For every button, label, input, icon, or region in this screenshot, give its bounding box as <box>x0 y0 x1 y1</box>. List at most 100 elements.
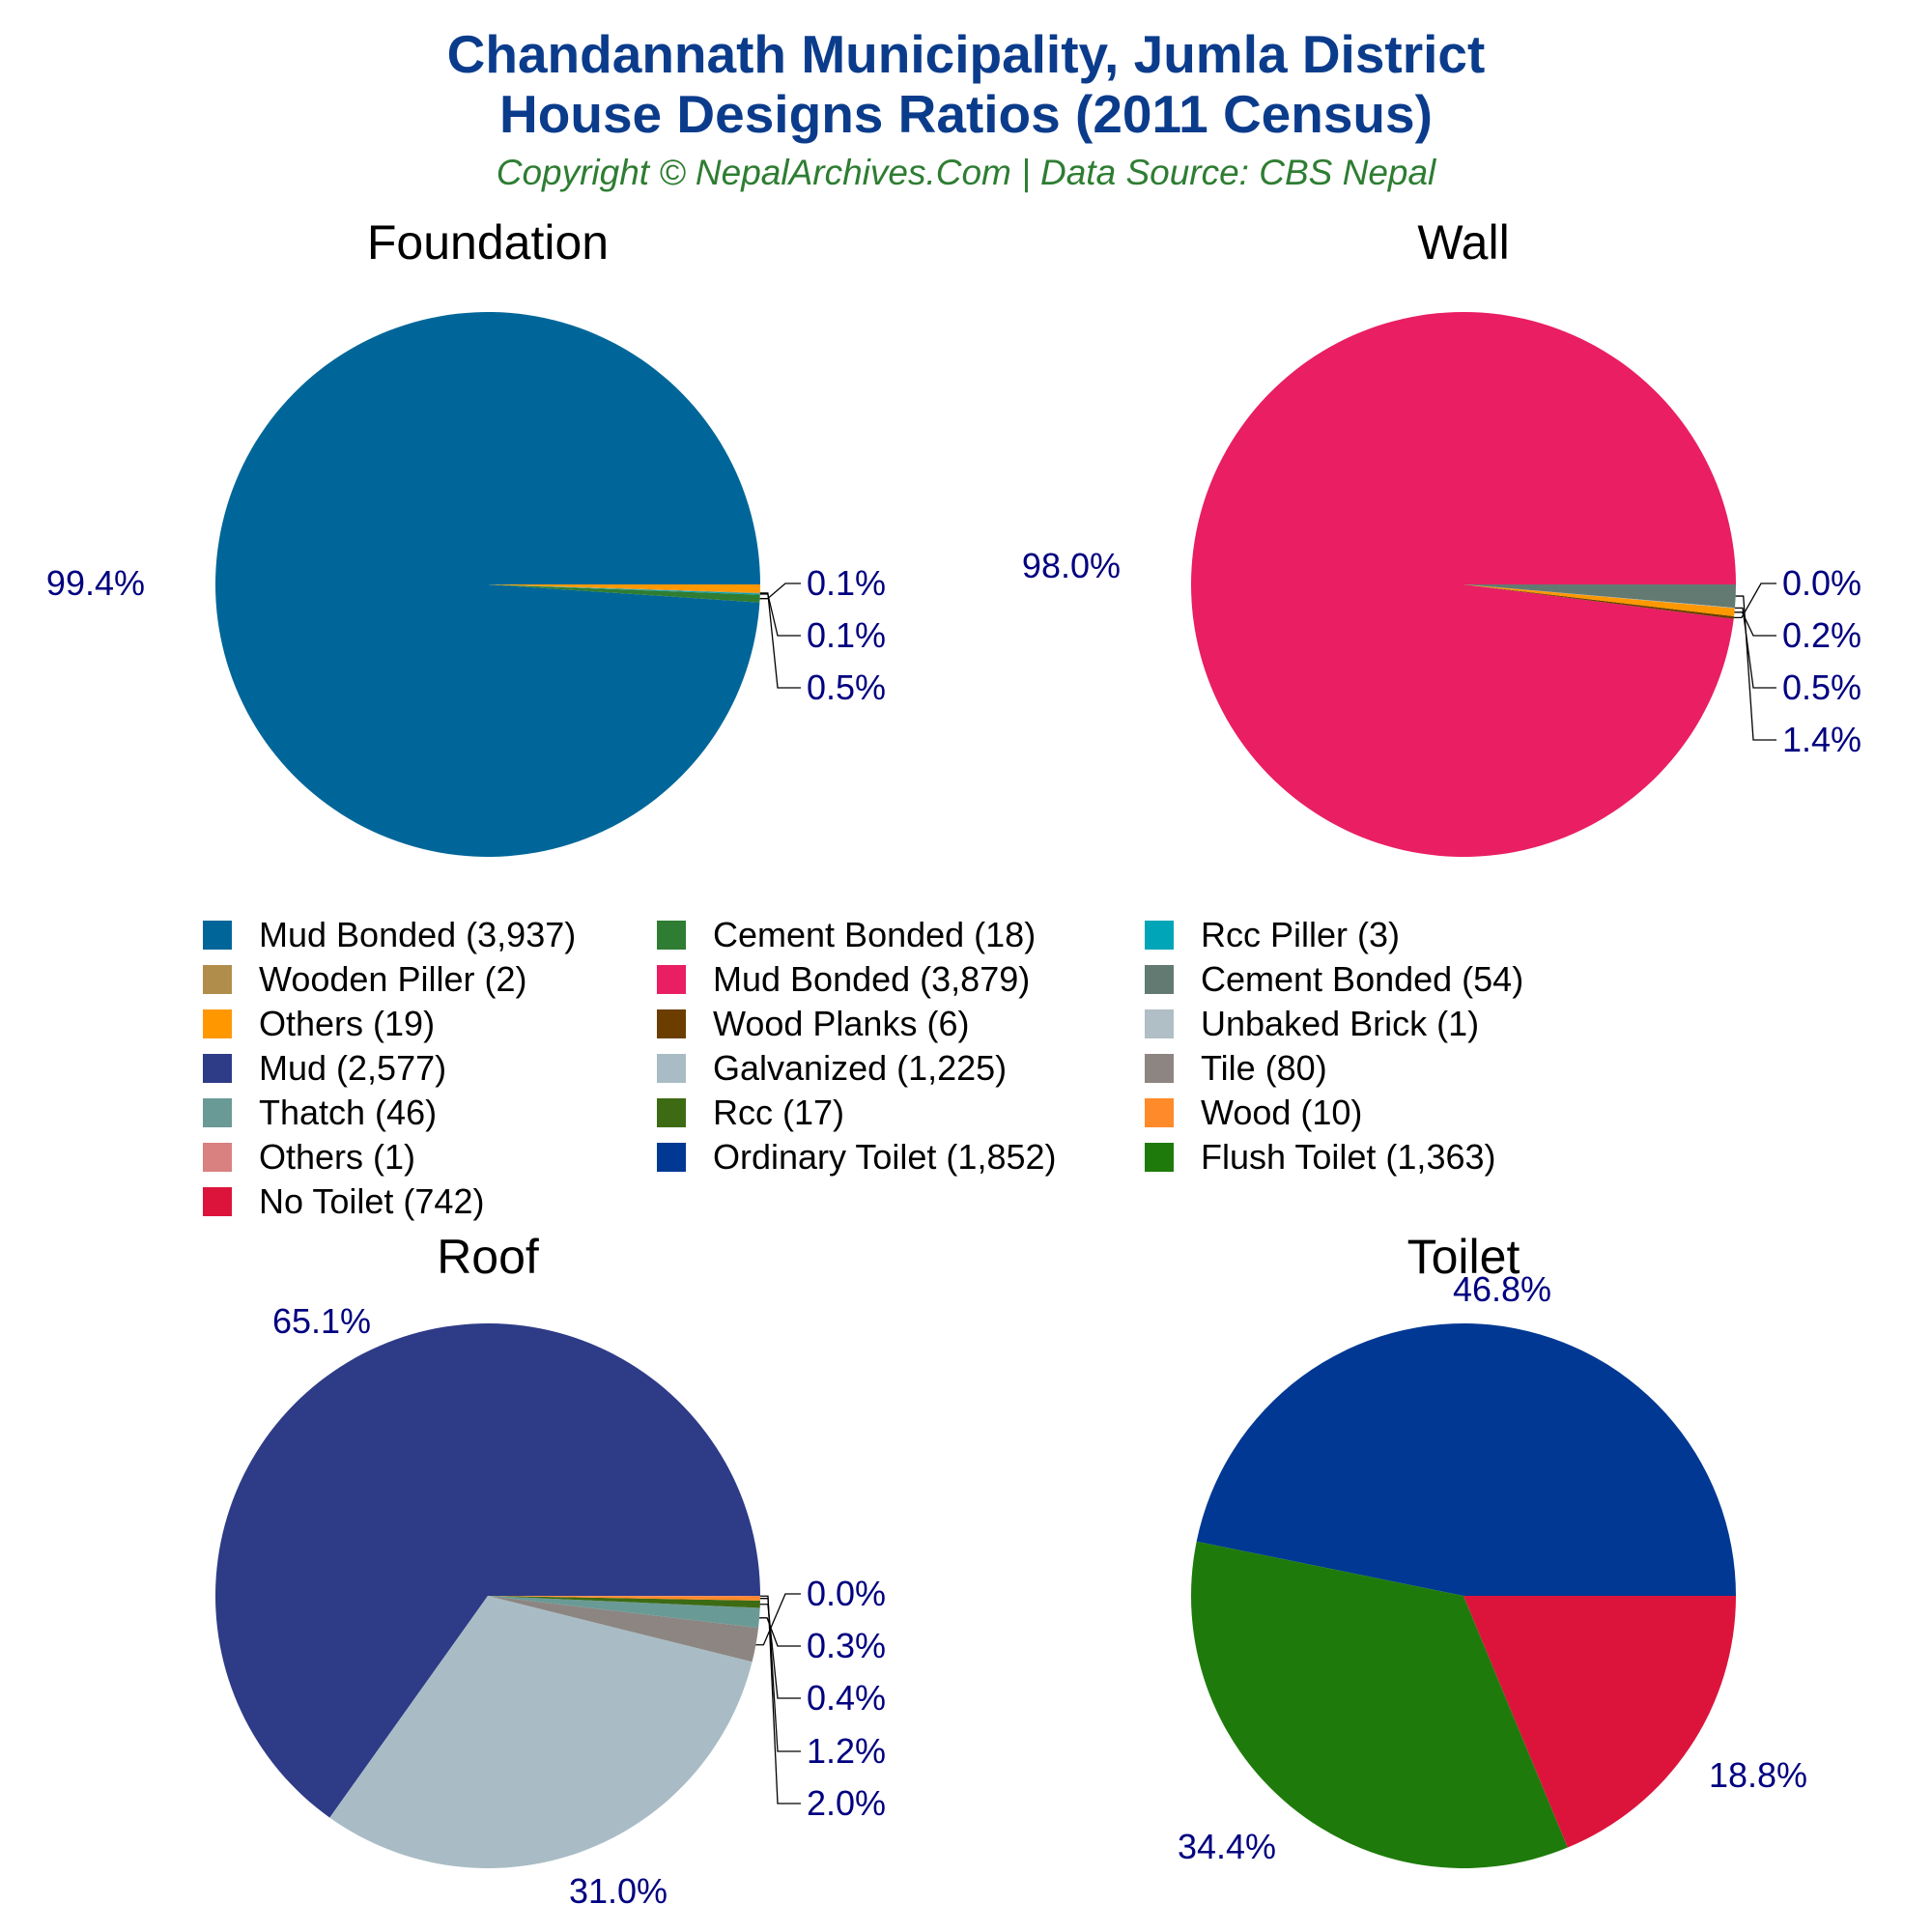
legend-label: Thatch (46) <box>259 1093 438 1132</box>
legend-swatch <box>203 965 232 994</box>
foundation-slice-cement-bonded <box>488 584 760 603</box>
foundation-slice-wooden-piller <box>488 584 760 594</box>
toilet-percent-label: 18.8% <box>1709 1755 1807 1795</box>
legend-swatch <box>657 921 686 950</box>
legend-item: Wood (10) <box>1145 1093 1362 1132</box>
legend-label: No Toilet (742) <box>259 1181 485 1221</box>
roof-percent-label: 0.0% <box>807 1574 886 1613</box>
foundation-percent-label: 0.1% <box>807 615 886 655</box>
legend-item: Mud Bonded (3,937) <box>203 915 577 954</box>
toilet-slice-flush-toilet <box>1191 1541 1568 1868</box>
roof-percent-label: 0.4% <box>807 1678 886 1718</box>
foundation-title: Foundation <box>367 215 609 270</box>
legend-swatch <box>657 965 686 994</box>
legend-swatch <box>1145 1143 1174 1172</box>
roof-slice-mud <box>215 1322 761 1818</box>
legend-item: Wood Planks (6) <box>657 1004 970 1043</box>
legend-swatch <box>203 1098 232 1127</box>
legend-item: Others (1) <box>203 1137 416 1177</box>
wall-slice-cement-bonded <box>1463 584 1736 609</box>
legend-swatch <box>203 921 232 950</box>
legend-label: Rcc Piller (3) <box>1201 915 1401 954</box>
legend-item: Galvanized (1,225) <box>657 1048 1008 1088</box>
legend-swatch <box>657 1098 686 1127</box>
legend-item: Flush Toilet (1,363) <box>1145 1137 1496 1177</box>
legend-item: Rcc (17) <box>657 1093 844 1132</box>
legend-swatch <box>1145 1009 1174 1038</box>
legend-label: Wood Planks (6) <box>713 1004 970 1043</box>
legend-label: Tile (80) <box>1201 1048 1327 1088</box>
wall-percent-label: 98.0% <box>1022 546 1121 585</box>
legend-swatch <box>657 1054 686 1083</box>
legend-label: Cement Bonded (54) <box>1201 959 1524 999</box>
roof-percent-label: 1.2% <box>807 1731 886 1771</box>
legend-item: Cement Bonded (54) <box>1145 959 1524 999</box>
roof-percent-label: 31.0% <box>569 1871 668 1911</box>
legend-swatch <box>1145 965 1174 994</box>
roof-title: Roof <box>437 1230 539 1284</box>
wall-percent-label: 1.4% <box>1782 720 1861 759</box>
toilet-slice-no-toilet <box>1463 1596 1736 1848</box>
legend-item: Rcc Piller (3) <box>1145 915 1401 954</box>
roof-leader-line <box>759 1595 801 1804</box>
foundation-percent-label: 99.4% <box>46 563 145 603</box>
wall-slice-others <box>1463 584 1735 617</box>
roof-slice-rcc <box>488 1596 760 1608</box>
chart-title-line-1: Chandannath Municipality, Jumla District <box>446 24 1486 84</box>
wall-leader-line <box>1735 595 1776 741</box>
roof-slice-thatch <box>488 1596 760 1629</box>
legend-label: Others (19) <box>259 1004 436 1043</box>
foundation-pie: Foundation 99.4% 0.1% 0.1% 0.5% <box>46 215 886 857</box>
wall-title: Wall <box>1417 215 1509 270</box>
wall-percent-label: 0.0% <box>1782 563 1861 603</box>
legend-item: Cement Bonded (18) <box>657 915 1036 954</box>
copyright-subtitle: Copyright © NepalArchives.Com | Data Sou… <box>496 153 1436 192</box>
wall-slice-wood-planks <box>1463 584 1735 619</box>
wall-leader-line <box>1733 582 1776 619</box>
legend-swatch <box>1145 921 1174 950</box>
foundation-slice-others <box>488 584 760 593</box>
legend-swatch <box>657 1009 686 1038</box>
foundation-slice-mud-bonded <box>214 311 760 857</box>
legend-item: Unbaked Brick (1) <box>1145 1004 1479 1043</box>
foundation-leader-line <box>759 593 801 637</box>
legend-label: Galvanized (1,225) <box>713 1048 1008 1088</box>
wall-pie: Wall 98.0% 0.0% 0.2% 0.5% 1.4% <box>1022 215 1861 857</box>
legend-swatch <box>1145 1098 1174 1127</box>
legend-label: Ordinary Toilet (1,852) <box>713 1137 1057 1177</box>
legend-label: Mud Bonded (3,937) <box>259 915 577 954</box>
legend-label: Wooden Piller (2) <box>259 959 527 999</box>
wall-leader-line <box>1734 607 1776 689</box>
legend-label: Mud (2,577) <box>259 1048 447 1088</box>
foundation-leader-line <box>759 592 801 689</box>
foundation-slice-rcc-piller <box>488 584 760 595</box>
roof-percent-label: 2.0% <box>807 1783 886 1823</box>
toilet-percent-label: 46.8% <box>1453 1269 1551 1309</box>
legend-swatch <box>1145 1054 1174 1083</box>
roof-percent-label: 65.1% <box>272 1301 371 1341</box>
legend-swatch <box>203 1054 232 1083</box>
wall-percent-label: 0.5% <box>1782 668 1861 707</box>
legend-swatch <box>657 1143 686 1172</box>
wall-leader-line <box>1734 611 1776 637</box>
legend-label: Others (1) <box>259 1137 416 1177</box>
legend-item: Thatch (46) <box>203 1093 438 1132</box>
roof-leader-line <box>759 1617 801 1647</box>
wall-slice-mud-bonded <box>1190 311 1736 857</box>
legend-item: Tile (80) <box>1145 1048 1327 1088</box>
roof-leader-line <box>755 1593 801 1646</box>
toilet-percent-label: 34.4% <box>1178 1827 1276 1866</box>
wall-percent-label: 0.2% <box>1782 615 1861 655</box>
roof-slice-wood <box>488 1596 760 1601</box>
legend-item: Others (19) <box>203 1004 436 1043</box>
roof-pie: Roof 65.1% 31.0% 0.0% 0.3% 0.4% 1.2% 2.0% <box>215 1230 886 1911</box>
roof-percent-label: 0.3% <box>807 1626 886 1665</box>
foundation-leader-line <box>759 582 801 600</box>
foundation-percent-label: 0.5% <box>807 668 886 707</box>
legend-swatch <box>203 1143 232 1172</box>
wall-slice-unbaked-brick <box>1463 584 1735 609</box>
roof-slice-galvanized <box>329 1596 753 1868</box>
roof-slice-tile <box>488 1596 759 1662</box>
